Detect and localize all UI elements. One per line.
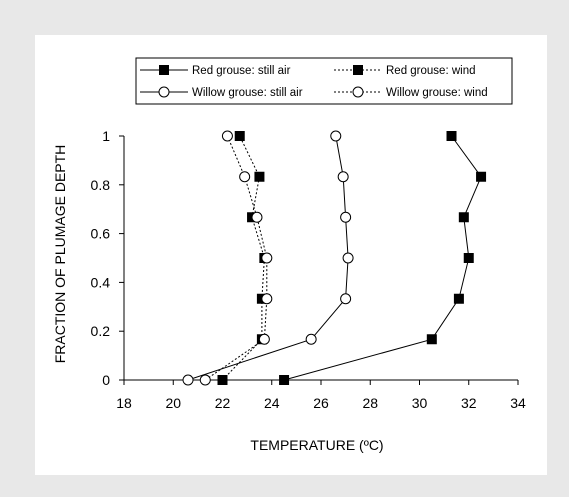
data-point [261,252,273,264]
x-tick-label: 28 [362,395,378,411]
x-tick-label: 22 [215,395,231,411]
data-point [199,374,211,386]
x-tick-label: 26 [313,395,329,411]
x-tick-label: 30 [412,395,428,411]
data-point [342,252,354,264]
data-point [239,171,251,183]
legend-item: Red grouse: still air [140,65,291,77]
series-3 [182,130,354,386]
data-point [476,171,487,182]
legend-label: Red grouse: still air [192,65,291,77]
legend-marker [353,65,363,75]
data-point [279,375,290,385]
legend-marker [158,86,170,98]
x-axis-title: TEMPERATURE (ºC) [250,437,383,453]
legend-marker [159,65,169,75]
y-tick-label: 0 [102,372,110,388]
data-point [426,334,437,345]
data-point [221,130,233,142]
data-point [337,171,349,183]
series-1 [279,131,487,385]
legend-label: Willow grouse: still air [192,87,303,99]
y-tick-label: 0.4 [91,274,111,290]
data-point [251,211,263,223]
y-tick-label: 0.2 [91,323,111,339]
legend-label: Red grouse: wind [386,65,476,77]
data-point [305,333,317,345]
data-point [340,211,352,223]
legend-item: Red grouse: wind [334,65,476,77]
series-4 [199,130,273,386]
data-point [340,293,352,305]
data-point [182,374,194,386]
legend-item: Willow grouse: wind [334,86,488,99]
legend-marker [352,86,364,98]
legend: Red grouse: still air Red grouse: wind Wil… [135,57,513,105]
data-point [330,130,342,142]
y-axis-title: FRACTION OF PLUMAGE DEPTH [52,145,68,364]
plumage-temperature-chart: 18 20 22 24 26 28 30 32 34 0 0.2 0.4 0.6 0.8 1 TEMPERAT… [52,57,526,453]
legend-box [135,57,513,105]
chart-panel: 18 20 22 24 26 28 30 32 34 0 0.2 0.4 0.6 0.8 1 TEMPERAT… [35,35,547,475]
data-point [258,333,270,345]
y-tick-label: 0.6 [91,226,111,242]
legend-item: Willow grouse: still air [140,86,303,99]
x-tick-label: 20 [165,395,181,411]
data-point [463,253,474,263]
data-point [261,293,273,305]
legend-label: Willow grouse: wind [386,87,488,99]
x-tick-label: 24 [264,395,280,411]
data-point [234,131,245,141]
y-tick-label: 1 [102,128,110,144]
data-point [254,171,265,182]
data-point [458,212,469,223]
x-tick-label: 18 [116,395,132,411]
data-point [446,131,457,141]
y-tick-label: 0.8 [91,177,111,193]
x-tick-label: 32 [461,395,477,411]
x-tick-label: 34 [510,395,526,411]
data-point [453,293,464,304]
data-point [217,375,228,385]
